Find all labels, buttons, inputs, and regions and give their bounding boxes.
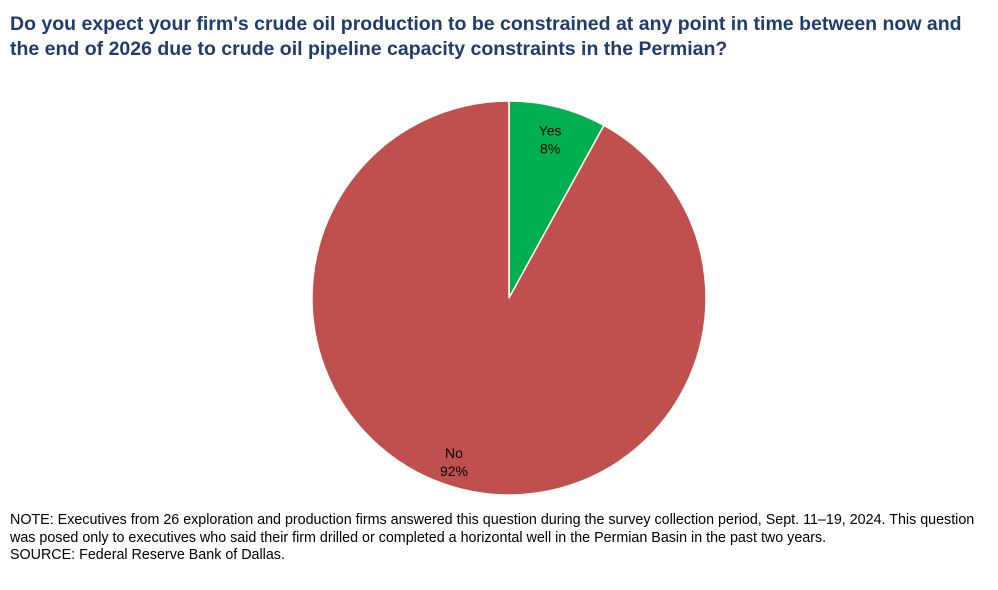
slice-value-no: 92%	[440, 463, 468, 479]
pie-slice-yes	[508, 100, 605, 299]
footnote: NOTE: Executives from 26 exploration and…	[10, 512, 985, 565]
slice-value-yes: 8%	[540, 141, 560, 157]
slice-label-yes: Yes	[539, 123, 562, 139]
slice-label-no: No	[445, 445, 463, 461]
pie-slice-no	[311, 100, 707, 496]
note-text: NOTE: Executives from 26 exploration and…	[10, 512, 975, 546]
source-text: SOURCE: Federal Reserve Bank of Dallas.	[10, 547, 285, 563]
chart-title: Do you expect your firm's crude oil prod…	[10, 13, 962, 60]
